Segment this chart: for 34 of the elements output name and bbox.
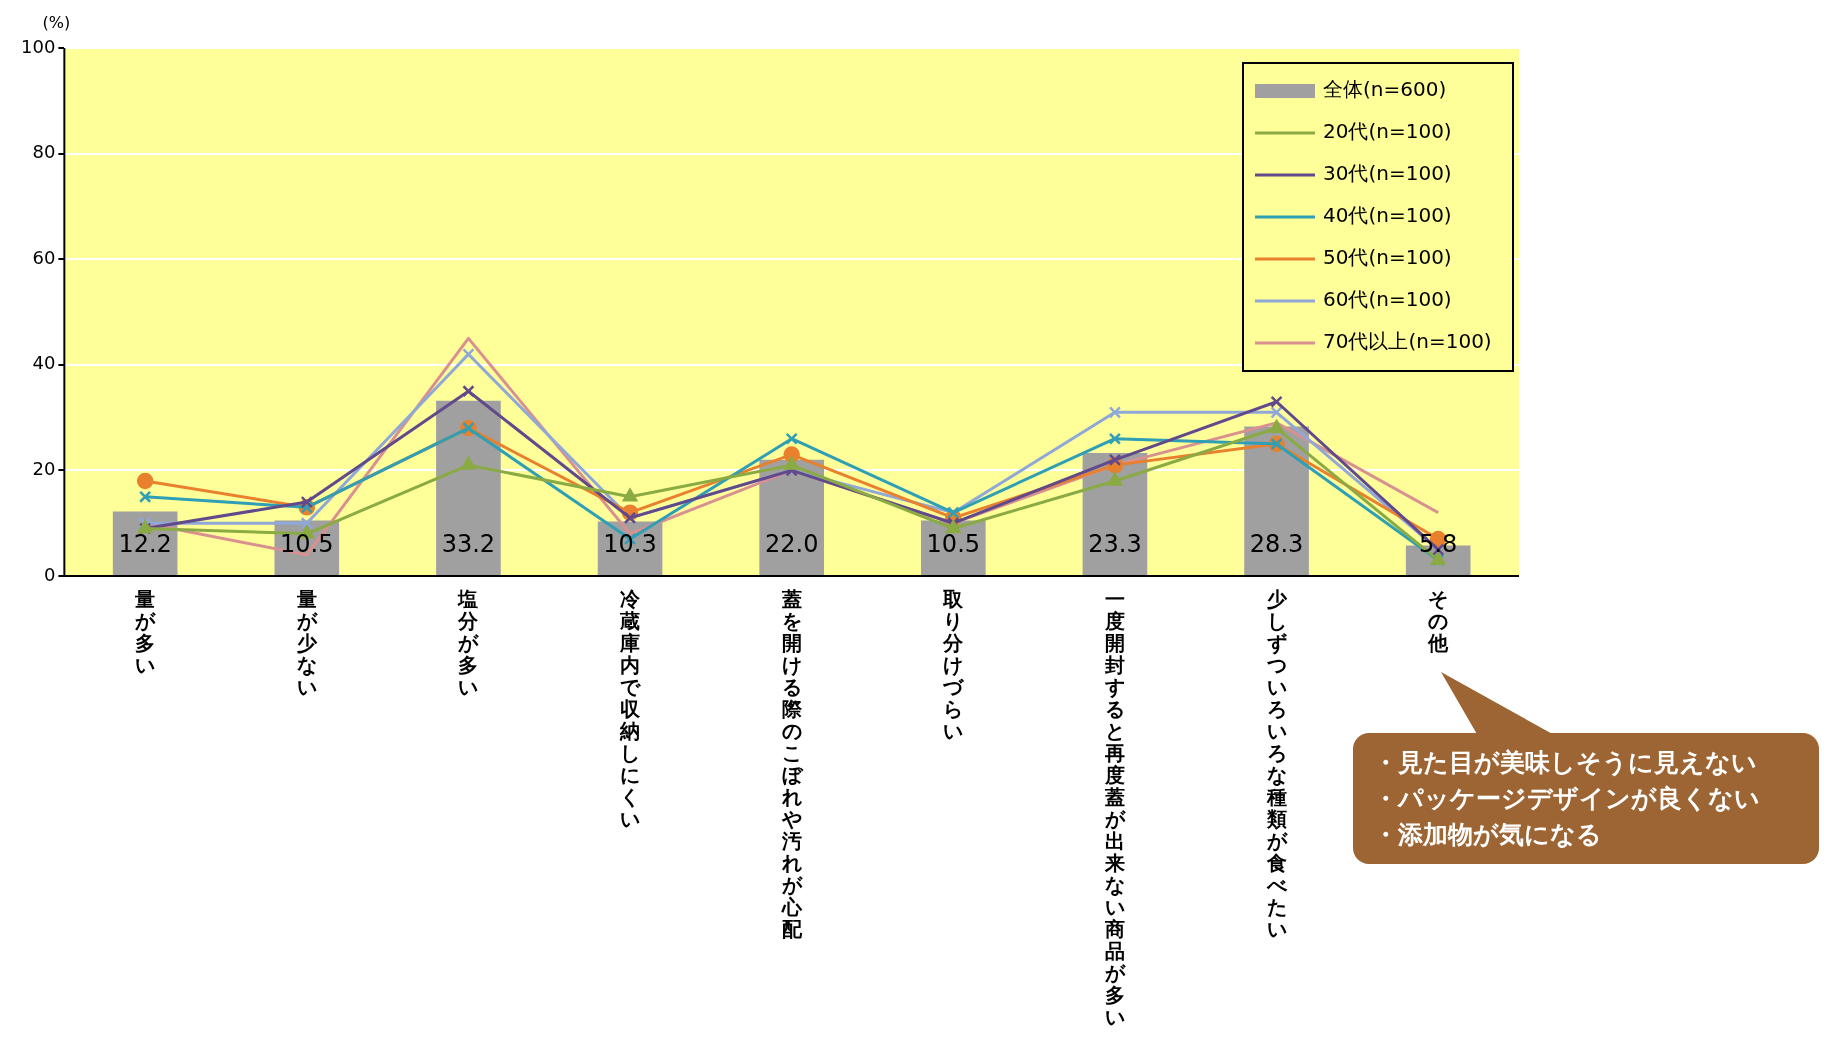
data-label: 28.3 bbox=[1249, 530, 1304, 559]
x-tick-label: 量が少ない bbox=[295, 587, 319, 699]
y-tick-label: 40 bbox=[32, 352, 56, 374]
data-label: 12.2 bbox=[118, 530, 172, 559]
legend-label: 20代(n=100) bbox=[1323, 119, 1452, 144]
y-tick-label: 100 bbox=[21, 35, 56, 57]
legend-label: 50代(n=100) bbox=[1323, 245, 1452, 270]
data-label: 23.3 bbox=[1088, 530, 1142, 559]
data-label: 10.5 bbox=[280, 530, 334, 559]
legend-label: 60代(n=100) bbox=[1323, 287, 1452, 312]
category-label: 冷蔵庫内で収納しにくい bbox=[620, 587, 641, 831]
x-tick-label: 塩分が多い bbox=[456, 587, 480, 699]
x-tick-label: 量が多い bbox=[134, 587, 157, 677]
y-tick-label: 80 bbox=[32, 141, 56, 163]
y-tick-label: 20 bbox=[32, 458, 56, 480]
y-tick-label: 0 bbox=[43, 563, 56, 585]
text: ・添加物が気になる bbox=[1373, 819, 1603, 851]
data-label: 10.3 bbox=[603, 530, 657, 559]
y-tick-label: 60 bbox=[32, 246, 56, 268]
category-label: 少しずついろいろな種類が食べたい bbox=[1266, 587, 1287, 941]
data-label: 10.5 bbox=[926, 530, 981, 559]
legend-label: 全体(n=600) bbox=[1323, 77, 1447, 102]
category-label: 一度開封すると再度蓋が出来ない商品が多い bbox=[1104, 587, 1125, 1029]
text: ・パッケージデザインが良くない bbox=[1373, 783, 1761, 815]
legend-label: 70代以上(n=100) bbox=[1323, 329, 1492, 354]
x-tick-label: 取り分けづらい bbox=[942, 587, 965, 743]
legend-label: 40代(n=100) bbox=[1323, 203, 1452, 228]
text: ・見た目が美味しそうに見えない bbox=[1373, 747, 1758, 779]
legend-label: 30代(n=100) bbox=[1323, 161, 1452, 186]
category-label: 蓋を開ける際のこぼれや汚れが心配 bbox=[781, 587, 802, 941]
x-tick-label: その他 bbox=[1427, 587, 1450, 655]
data-label: 22.0 bbox=[764, 530, 819, 559]
data-label: 33.2 bbox=[441, 530, 496, 559]
y-axis-title: (%) bbox=[42, 13, 71, 32]
